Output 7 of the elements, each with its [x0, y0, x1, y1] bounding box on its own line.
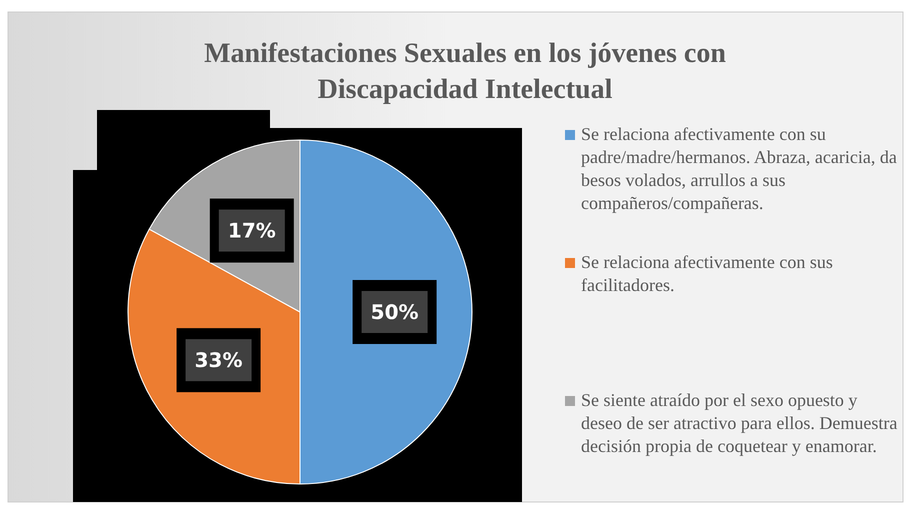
legend-label: Se relaciona afectivamente con sus facilitadores.	[581, 252, 833, 295]
chart-title: Manifestaciones Sexuales en los jóvenes con Discapacidad Intelectual	[204, 38, 726, 105]
data-label: 17%	[228, 218, 276, 243]
data-label: 33%	[194, 348, 243, 372]
data-label: 50%	[370, 300, 419, 324]
legend-label: Se siente atraído por el sexo opuesto y deseo de ser atractivo para ellos. Demuestra decisión propia de coquetear y enamorar.	[581, 390, 898, 456]
legend-label: Se relaciona afectivamente con su padre/madre/hermanos. Abraza, acaricia, da besos volados, arrullos a sus compañeros/compañeras.	[581, 124, 897, 213]
